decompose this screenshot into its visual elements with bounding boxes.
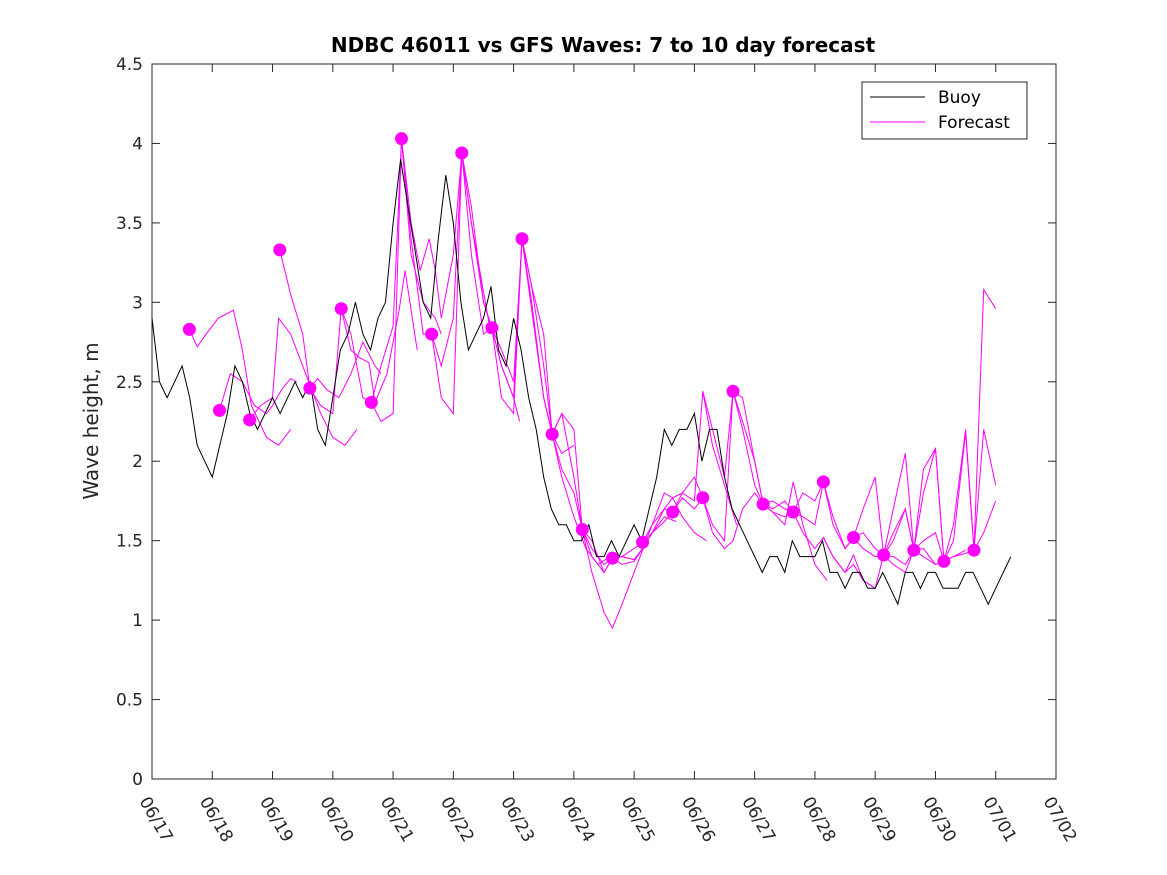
forecast-marker bbox=[696, 491, 710, 505]
y-axis-ticks: 0 0.5 1 1.5 2 2.5 3 3.5 4 4.5 bbox=[116, 55, 1056, 790]
forecast-marker bbox=[515, 232, 529, 246]
forecast-marker bbox=[545, 427, 559, 441]
forecast-marker bbox=[334, 302, 348, 316]
y-tick-label: 2 bbox=[132, 452, 143, 472]
y-tick-label: 0.5 bbox=[116, 691, 143, 711]
forecast-line bbox=[249, 316, 358, 446]
forecast-line bbox=[702, 390, 936, 574]
x-tick-label: 06/25 bbox=[617, 794, 659, 846]
y-tick-label: 1.5 bbox=[116, 532, 143, 552]
forecast-marker bbox=[605, 551, 619, 565]
forecast-marker bbox=[907, 543, 921, 557]
x-tick-label: 06/21 bbox=[376, 794, 418, 846]
forecast-marker bbox=[877, 548, 891, 562]
forecast-line bbox=[431, 152, 575, 455]
forecast-line bbox=[188, 309, 291, 446]
y-tick-label: 4 bbox=[132, 134, 143, 154]
y-tick-label: 4.5 bbox=[116, 55, 143, 75]
forecast-marker bbox=[425, 327, 439, 341]
forecast-marker bbox=[666, 505, 680, 519]
forecast-marker bbox=[937, 554, 951, 568]
legend-forecast-label: Forecast bbox=[938, 113, 1010, 133]
forecast-marker bbox=[786, 505, 800, 519]
forecast-marker bbox=[273, 243, 287, 257]
buoy-line bbox=[151, 159, 1012, 606]
plot-area bbox=[151, 63, 1057, 780]
x-tick-label: 06/26 bbox=[677, 794, 719, 846]
legend: Buoy Forecast bbox=[861, 81, 1028, 140]
x-tick-label: 06/22 bbox=[436, 794, 478, 846]
forecast-line bbox=[822, 500, 997, 590]
x-tick-label: 06/24 bbox=[557, 794, 599, 846]
x-tick-label: 06/20 bbox=[315, 794, 357, 846]
forecast-marker bbox=[364, 395, 378, 409]
forecast-line bbox=[491, 238, 647, 630]
forecast-marker bbox=[756, 497, 770, 511]
legend-box bbox=[861, 81, 1028, 140]
forecast-line bbox=[732, 391, 966, 566]
forecast-line bbox=[219, 373, 297, 415]
legend-buoy-label: Buoy bbox=[938, 88, 981, 108]
forecast-marker bbox=[455, 146, 469, 160]
forecast-marker bbox=[485, 321, 499, 335]
forecast-marker bbox=[847, 530, 861, 544]
x-tick-label: 06/30 bbox=[918, 794, 960, 846]
forecast-marker bbox=[636, 535, 650, 549]
forecast-line bbox=[551, 434, 707, 574]
forecast-marker bbox=[212, 403, 226, 417]
x-axis-ticks: 06/17 06/18 06/19 06/20 06/21 06/22 06/23 06/24… bbox=[135, 64, 1081, 846]
x-tick-label: 06/23 bbox=[496, 794, 538, 846]
forecast-marker bbox=[726, 384, 740, 398]
x-tick-label: 06/17 bbox=[135, 794, 177, 846]
y-tick-label: 3 bbox=[132, 293, 143, 313]
x-tick-label: 06/29 bbox=[858, 794, 900, 846]
y-tick-label: 0 bbox=[132, 770, 143, 790]
y-axis-label: Wave height, m bbox=[79, 342, 103, 499]
forecast-line bbox=[279, 249, 382, 399]
forecast-marker bbox=[395, 132, 409, 146]
forecast-line bbox=[340, 138, 442, 404]
y-tick-label: 3.5 bbox=[116, 214, 143, 234]
forecast-line bbox=[370, 138, 490, 423]
x-tick-label: 07/02 bbox=[1039, 794, 1081, 846]
x-tick-label: 06/18 bbox=[195, 794, 237, 846]
x-tick-label: 06/28 bbox=[798, 794, 840, 846]
chart-title: NDBC 46011 vs GFS Waves: 7 to 10 day for… bbox=[331, 33, 876, 57]
forecast-line bbox=[612, 391, 828, 581]
forecast-marker bbox=[575, 523, 589, 537]
forecast-marker bbox=[182, 322, 196, 336]
y-tick-label: 1 bbox=[132, 611, 143, 631]
forecast-line bbox=[581, 391, 738, 566]
forecast-line bbox=[309, 270, 418, 415]
y-tick-label: 2.5 bbox=[116, 373, 143, 393]
forecast-marker bbox=[816, 475, 830, 489]
forecast-line bbox=[883, 287, 997, 564]
forecast-marker bbox=[967, 543, 981, 557]
axes-box bbox=[151, 63, 1057, 780]
forecast-marker bbox=[303, 381, 317, 395]
forecast-marker bbox=[243, 413, 257, 427]
x-tick-label: 06/27 bbox=[737, 794, 779, 846]
forecast-line bbox=[461, 152, 611, 566]
x-tick-label: 06/19 bbox=[255, 794, 297, 846]
x-tick-label: 07/01 bbox=[978, 794, 1020, 846]
